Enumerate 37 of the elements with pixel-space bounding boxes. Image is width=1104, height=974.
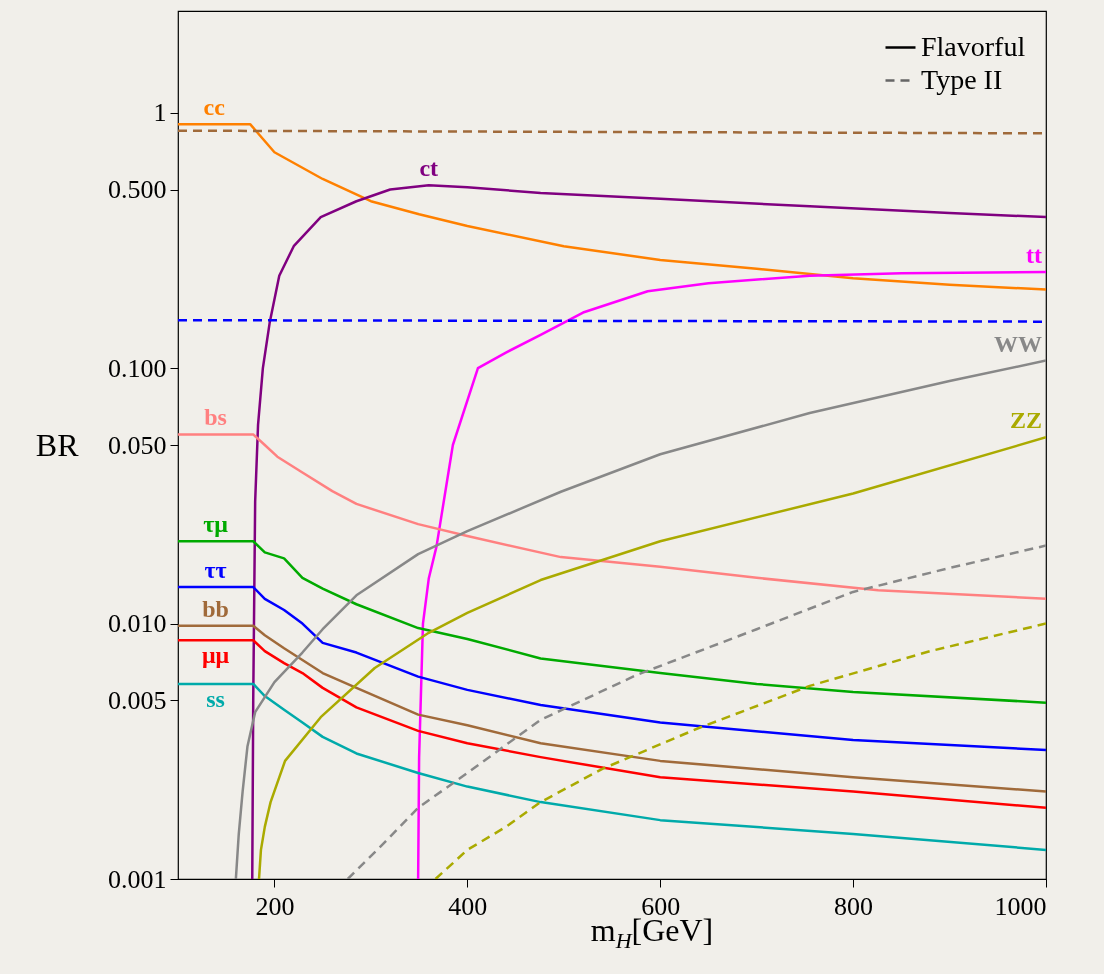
- series-label: ττ: [204, 557, 227, 584]
- line-series: [178, 682, 1046, 852]
- y-tick-label: 0.005: [108, 685, 167, 715]
- x-tick-label: 200: [255, 891, 295, 921]
- series-label: ss: [206, 685, 225, 712]
- series-label: WW: [994, 330, 1042, 357]
- y-tick-label: 0.050: [108, 430, 167, 460]
- line-series: [178, 639, 1046, 810]
- series-label: bb: [202, 595, 229, 622]
- y-tick-label: 0.001: [108, 864, 167, 894]
- y-tick-label: 0.100: [108, 353, 167, 383]
- x-tick-label: 800: [834, 891, 874, 921]
- line-series: [178, 123, 1046, 291]
- y-tick-label: 1: [153, 98, 167, 128]
- series-label: tt: [1026, 241, 1043, 268]
- line-series: [251, 183, 1046, 879]
- line-series: [416, 270, 1046, 879]
- legend-label: Flavorful: [921, 30, 1026, 62]
- line-series: [178, 585, 1046, 752]
- series-label: bs: [204, 404, 227, 431]
- series-label: τμ: [203, 511, 229, 538]
- series-label: μμ: [202, 642, 230, 669]
- series-label: cc: [203, 94, 226, 121]
- line-series: [434, 622, 1046, 879]
- line-series: [346, 544, 1046, 879]
- line-series: [178, 433, 1046, 601]
- legend-label: Type II: [921, 63, 1003, 95]
- series-label: ct: [419, 155, 439, 182]
- line-series: [234, 359, 1046, 879]
- line-series: [257, 436, 1046, 879]
- line-series: [178, 624, 1046, 793]
- y-tick-label: 0.500: [108, 175, 167, 205]
- x-tick-label: 400: [448, 891, 488, 921]
- series-label: ZZ: [1009, 407, 1042, 434]
- x-tick-label: 1000: [994, 891, 1047, 921]
- y-tick-label: 0.010: [108, 609, 167, 639]
- y-axis-title: BR: [35, 426, 80, 463]
